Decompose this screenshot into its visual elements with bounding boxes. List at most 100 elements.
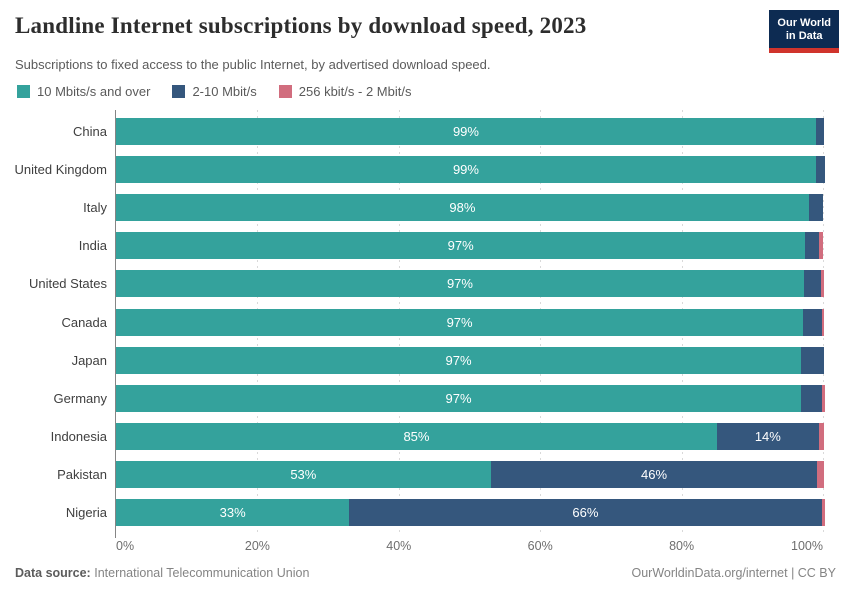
bar-track: 97%: [116, 270, 824, 298]
bar-value-label: 85%: [403, 429, 430, 445]
legend-swatch-icon: [17, 85, 30, 98]
country-label: Canada: [61, 314, 107, 330]
legend-item[interactable]: 2-10 Mbit/s: [172, 84, 257, 99]
bar-segment[interactable]: [801, 346, 824, 374]
owid-logo-line2: in Data: [785, 30, 823, 42]
bar-segment[interactable]: 97%: [116, 346, 802, 374]
x-tick-label: 20%: [244, 539, 270, 553]
bar-row: Nigeria 33% 66%: [0, 494, 850, 532]
country-label: China: [73, 123, 107, 139]
bar-segment[interactable]: [819, 232, 823, 260]
bar-value-label: 97%: [446, 314, 473, 330]
bar-segment[interactable]: 99%: [116, 117, 816, 145]
bar-row: United Kingdom 99%: [0, 150, 850, 188]
country-label: Indonesia: [50, 429, 107, 445]
country-label: Germany: [53, 390, 107, 406]
bar-value-label: 99%: [452, 161, 479, 177]
bar-segment[interactable]: [803, 308, 823, 336]
bar-segment[interactable]: 97%: [116, 308, 804, 336]
country-label: United States: [28, 276, 107, 292]
data-source-line: Data source: International Telecommunica…: [15, 566, 309, 580]
bar-segment[interactable]: 33%: [116, 499, 350, 527]
bar-segment[interactable]: 98%: [116, 193, 809, 221]
bar-value-label: 14%: [754, 429, 781, 445]
owid-logo-line1: Our World: [777, 17, 831, 29]
bar-row: Italy 98%: [0, 188, 850, 226]
bar-track: 97%: [116, 232, 823, 260]
bar-value-label: 66%: [572, 505, 599, 521]
chart-footer: Data source: International Telecommunica…: [15, 566, 836, 580]
owid-logo[interactable]: Our World in Data: [769, 10, 839, 53]
bar-track: 33% 66%: [116, 499, 826, 527]
bar-segment[interactable]: [805, 232, 820, 260]
bar-value-label: 98%: [449, 199, 476, 215]
bar-segment[interactable]: [808, 193, 823, 221]
legend: 10 Mbits/s and over 2-10 Mbit/s 256 kbit/s…: [17, 84, 411, 99]
bar-segment[interactable]: [822, 384, 826, 412]
bar-value-label: 97%: [445, 352, 472, 368]
bar-track: 98%: [116, 193, 823, 221]
bar-row: Indonesia 85% 14%: [0, 418, 850, 456]
bar-track: 85% 14%: [116, 423, 824, 451]
country-label: United Kingdom: [14, 161, 108, 177]
legend-label: 2-10 Mbit/s: [192, 84, 257, 99]
bar-segment[interactable]: 99%: [116, 155, 816, 183]
legend-swatch-icon: [172, 85, 186, 98]
country-label: India: [78, 238, 107, 254]
chart-subtitle: Subscriptions to fixed access to the pub…: [15, 57, 491, 72]
page-title: Landline Internet subscriptions by downl…: [15, 13, 587, 38]
bar-track: 99%: [116, 155, 826, 183]
bar-segment[interactable]: 14%: [716, 423, 819, 451]
country-label: Italy: [83, 199, 107, 215]
x-tick-label: 100%: [791, 539, 823, 553]
bar-track: 97%: [116, 346, 824, 374]
x-tick-label: 60%: [527, 539, 553, 553]
bar-segment[interactable]: [801, 384, 823, 412]
bar-row: Japan 97%: [0, 341, 850, 379]
bar-row: Pakistan 53% 46%: [0, 456, 850, 494]
data-source-label: Data source:: [15, 566, 91, 580]
bar-value-label: 33%: [219, 505, 246, 521]
bar-segment[interactable]: [818, 423, 824, 451]
bar-value-label: 97%: [447, 238, 474, 254]
bar-row: United States 97%: [0, 265, 850, 303]
x-tick-label: 40%: [386, 539, 412, 553]
bar-value-label: 53%: [290, 467, 317, 483]
bar-track: 97%: [116, 384, 826, 412]
credit-link[interactable]: OurWorldinData.org/internet | CC BY: [631, 566, 837, 580]
legend-swatch-icon: [278, 85, 292, 98]
country-label: Japan: [71, 352, 107, 368]
bar-segment[interactable]: [817, 461, 824, 489]
bar-segment[interactable]: [821, 499, 826, 527]
bar-value-label: 46%: [641, 467, 668, 483]
x-axis: 0% 20% 40% 60% 80% 100%: [116, 539, 824, 557]
bar-track: 97%: [116, 308, 825, 336]
bar-row: Canada 97%: [0, 303, 850, 341]
bar-segment[interactable]: [822, 308, 825, 336]
bar-segment[interactable]: 97%: [116, 270, 804, 298]
bar-row: India 97%: [0, 227, 850, 265]
bar-row: Germany 97%: [0, 379, 850, 417]
bar-segment[interactable]: 53%: [116, 461, 491, 489]
bar-segment[interactable]: [803, 270, 821, 298]
bar-value-label: 99%: [452, 123, 479, 139]
bar-segment[interactable]: 66%: [349, 499, 822, 527]
y-axis-line: [115, 110, 116, 538]
country-label: Nigeria: [65, 505, 107, 521]
bar-segment[interactable]: 97%: [116, 232, 806, 260]
legend-item[interactable]: 256 kbit/s - 2 Mbit/s: [278, 84, 411, 99]
bar-segment[interactable]: 46%: [490, 461, 818, 489]
bar-segment[interactable]: 97%: [116, 384, 802, 412]
bar-segment[interactable]: [820, 270, 824, 298]
bar-value-label: 97%: [446, 276, 473, 292]
bar-track: 99%: [116, 117, 825, 145]
bar-segment[interactable]: [815, 155, 826, 183]
x-tick-label: 80%: [669, 539, 695, 553]
bar-segment[interactable]: [815, 117, 825, 145]
legend-item[interactable]: 10 Mbits/s and over: [17, 84, 150, 99]
country-label: Pakistan: [57, 467, 107, 483]
bar-rows: China 99% United Kingdom 99% Italy 98% India 97…: [0, 112, 850, 532]
bar-segment[interactable]: 85%: [116, 423, 717, 451]
data-source-value: International Telecommunication Union: [94, 566, 310, 580]
